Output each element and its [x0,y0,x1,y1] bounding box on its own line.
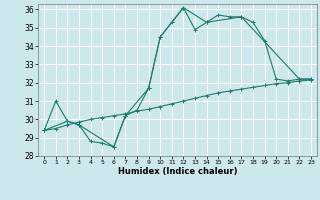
X-axis label: Humidex (Indice chaleur): Humidex (Indice chaleur) [118,167,237,176]
